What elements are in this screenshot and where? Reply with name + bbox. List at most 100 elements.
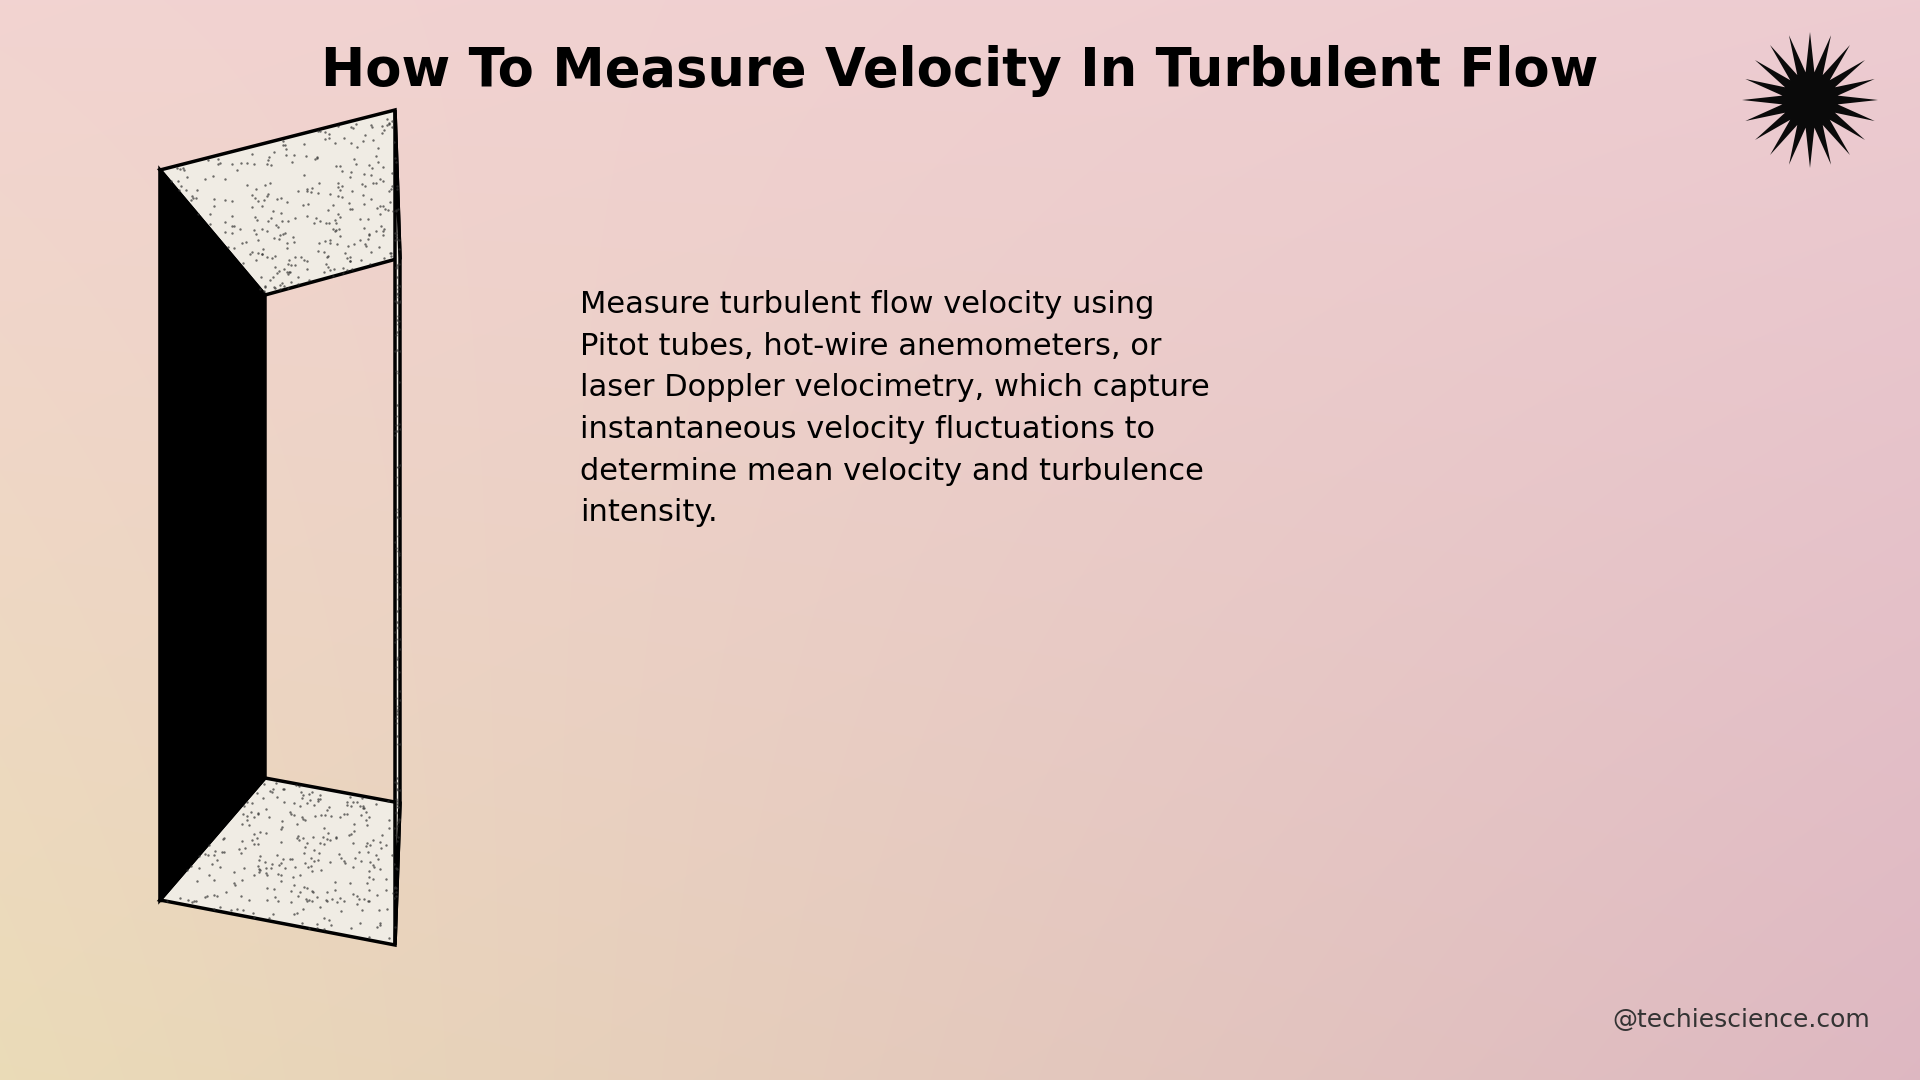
Point: [244, 848, 275, 865]
Point: [355, 853, 386, 870]
Point: [353, 892, 384, 909]
Point: [348, 799, 378, 816]
Point: [380, 202, 411, 219]
Point: [313, 129, 344, 146]
Point: [275, 804, 305, 821]
Point: [301, 150, 332, 167]
Point: [250, 177, 280, 194]
Point: [232, 808, 263, 825]
Point: [267, 189, 298, 206]
Point: [338, 885, 369, 902]
Point: [248, 245, 278, 262]
Point: [238, 866, 269, 883]
Point: [219, 217, 250, 234]
Point: [240, 190, 271, 207]
Point: [246, 220, 276, 238]
Point: [207, 829, 238, 847]
Point: [236, 832, 267, 849]
Point: [380, 362, 411, 379]
Point: [230, 154, 261, 172]
Point: [261, 217, 292, 234]
Point: [328, 852, 359, 869]
Point: [278, 147, 309, 164]
Point: [384, 294, 415, 311]
Point: [321, 214, 351, 231]
Point: [365, 916, 396, 933]
Point: [372, 820, 403, 837]
Point: [382, 650, 413, 667]
Point: [253, 186, 284, 203]
Point: [227, 833, 257, 850]
Point: [261, 788, 292, 806]
Point: [309, 819, 340, 836]
Point: [207, 829, 238, 847]
Point: [349, 235, 380, 253]
Point: [372, 202, 403, 219]
Point: [353, 843, 384, 861]
Point: [324, 208, 355, 226]
Point: [332, 261, 363, 279]
Point: [194, 866, 225, 883]
Point: [338, 815, 369, 833]
Point: [238, 835, 269, 852]
Point: [290, 811, 321, 828]
Point: [253, 213, 284, 230]
Point: [288, 845, 319, 862]
Point: [384, 231, 415, 248]
Point: [382, 458, 413, 475]
Point: [328, 130, 359, 147]
Point: [336, 919, 367, 936]
Point: [382, 648, 413, 665]
Point: [275, 264, 305, 281]
Point: [348, 176, 378, 193]
Point: [324, 889, 355, 906]
Point: [303, 123, 334, 140]
Point: [380, 422, 411, 440]
Point: [280, 256, 311, 273]
Point: [334, 826, 365, 843]
Point: [269, 860, 300, 877]
Point: [253, 909, 284, 927]
Point: [344, 843, 374, 861]
Point: [227, 845, 257, 862]
Point: [323, 175, 353, 192]
Point: [332, 806, 363, 823]
Point: [382, 796, 413, 813]
Point: [228, 254, 259, 271]
Point: [365, 914, 396, 931]
Point: [244, 192, 275, 210]
Point: [351, 874, 382, 891]
Point: [276, 850, 307, 867]
Point: [380, 623, 411, 640]
Point: [382, 702, 413, 719]
Point: [317, 807, 348, 824]
Point: [301, 243, 332, 260]
Point: [273, 213, 303, 230]
Point: [284, 866, 315, 883]
Point: [309, 264, 340, 281]
Point: [248, 788, 278, 806]
Point: [292, 892, 323, 909]
Point: [288, 197, 319, 214]
Point: [242, 784, 273, 801]
Point: [288, 786, 319, 804]
Point: [252, 880, 282, 897]
Point: [374, 116, 405, 133]
Point: [282, 268, 313, 285]
Point: [353, 226, 384, 243]
Point: [298, 783, 328, 800]
Point: [380, 228, 411, 245]
Point: [263, 218, 294, 235]
Point: [273, 193, 303, 211]
Point: [380, 326, 411, 343]
Point: [288, 252, 319, 269]
Point: [315, 231, 346, 248]
Point: [319, 260, 349, 278]
Point: [342, 887, 372, 904]
Point: [309, 232, 340, 249]
Point: [198, 901, 228, 918]
Point: [204, 156, 234, 173]
Point: [303, 174, 334, 191]
Point: [298, 862, 328, 879]
Point: [209, 214, 240, 231]
